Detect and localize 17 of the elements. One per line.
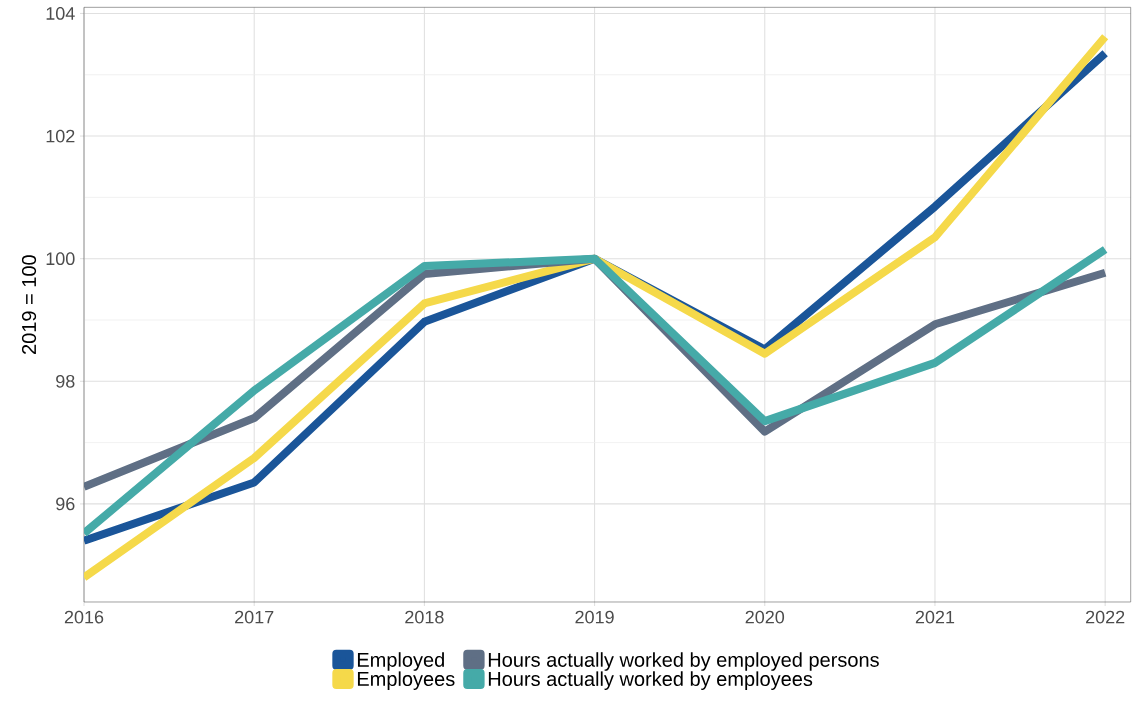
- legend-label: Employees: [357, 671, 455, 690]
- y-tick-label: 100: [46, 252, 75, 266]
- y-tick-label: 104: [46, 7, 75, 20]
- x-tick-label: 2019: [575, 610, 614, 624]
- legend-label: Hours actually worked by employed persons: [488, 652, 879, 671]
- y-tick-label: 98: [56, 374, 75, 388]
- x-tick-label: 2021: [915, 610, 955, 624]
- x-tick-label: 2020: [745, 610, 785, 624]
- x-tick-label: 2022: [1086, 610, 1125, 624]
- y-tick-label: 102: [46, 129, 75, 143]
- x-tick-label: 2016: [64, 610, 104, 624]
- x-tick-label: 2018: [405, 610, 444, 624]
- legend-label: Employed: [357, 652, 444, 671]
- y-tick-label: 96: [56, 497, 75, 511]
- y-axis-title: 2019 = 100: [21, 255, 37, 354]
- x-tick-label: 2017: [235, 610, 274, 624]
- legend-label: Hours actually worked by employees: [488, 671, 813, 690]
